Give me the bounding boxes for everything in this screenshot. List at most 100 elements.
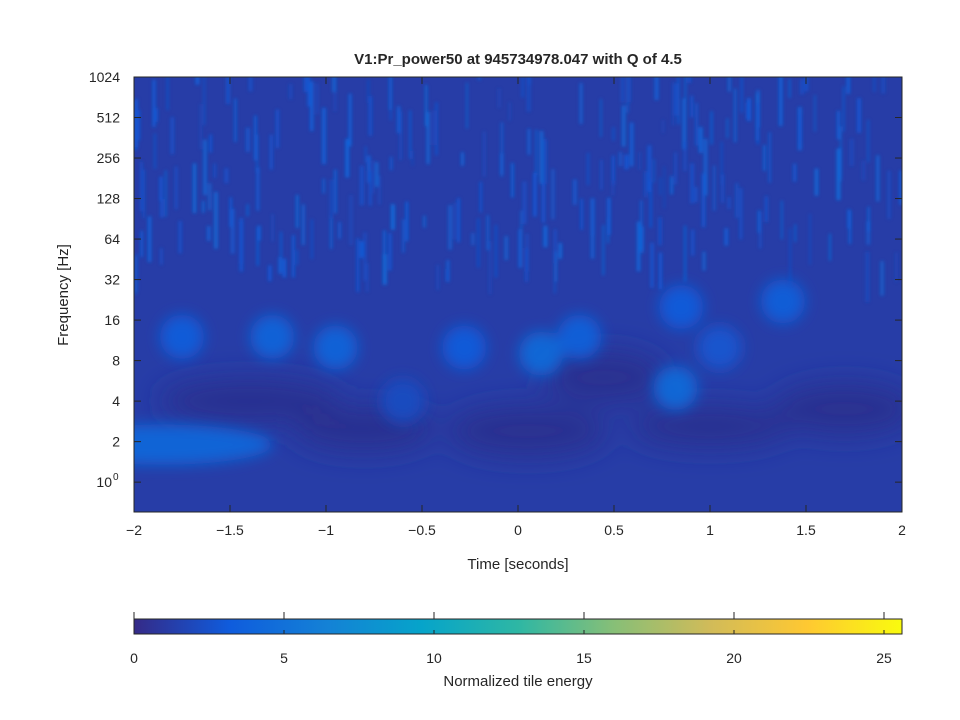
x-tick-label: 1.5 (796, 522, 816, 538)
y-tick-label: 4 (112, 393, 120, 409)
energy-streak (489, 241, 492, 295)
energy-streak (865, 251, 870, 303)
energy-streak (445, 269, 449, 282)
low-energy-regions (159, 351, 902, 456)
energy-streak (374, 162, 379, 187)
energy-streak (873, 77, 876, 92)
colorbar-tick-label: 25 (876, 650, 892, 666)
y-tick-label: 10 (96, 474, 112, 490)
energy-streak (726, 118, 729, 139)
y-axis-label: Frequency [Hz] (55, 244, 72, 346)
energy-streak (611, 180, 614, 196)
energy-streak (710, 111, 713, 145)
energy-streak (255, 134, 259, 173)
energy-streak (234, 98, 237, 143)
energy-blob (442, 325, 487, 370)
y-tick-label: 64 (104, 231, 120, 247)
energy-streak (876, 155, 880, 202)
energy-streak (498, 88, 501, 108)
energy-streak (288, 84, 293, 100)
energy-streak (799, 114, 802, 144)
energy-streak (849, 138, 854, 167)
energy-streak (768, 132, 771, 183)
energy-streak (213, 163, 216, 178)
y-tick-label: 1024 (89, 69, 120, 85)
energy-streak (756, 103, 760, 145)
energy-streak (703, 138, 708, 196)
energy-streak (629, 122, 634, 167)
y-tick-label: 8 (112, 353, 120, 369)
energy-streak (178, 220, 182, 254)
energy-streak (494, 224, 498, 278)
energy-streak (160, 198, 164, 218)
energy-streak (713, 165, 716, 211)
energy-streak (483, 131, 486, 177)
colorbar-tick-label: 5 (280, 650, 288, 666)
energy-streak (814, 94, 816, 132)
energy-streak (359, 241, 364, 258)
energy-blob (519, 331, 564, 376)
energy-streak (735, 183, 739, 218)
energy-blob (160, 314, 204, 359)
energy-streak (839, 147, 842, 178)
energy-streak (720, 141, 723, 185)
energy-streak (390, 204, 395, 230)
energy-streak (701, 173, 706, 228)
energy-streak (383, 230, 386, 258)
energy-streak (134, 256, 137, 295)
colorbar-tick-label: 0 (130, 650, 138, 666)
energy-streak (203, 139, 207, 196)
energy-streak (525, 248, 528, 282)
energy-streak (684, 77, 687, 102)
energy-streak (254, 115, 257, 161)
energy-streak (607, 197, 611, 235)
energy-streak (477, 218, 480, 268)
energy-streak (763, 145, 766, 171)
energy-streak (382, 254, 387, 285)
energy-streak (526, 77, 531, 112)
energy-streak (334, 169, 337, 214)
high-frequency-streaks (134, 77, 902, 303)
energy-streak (539, 130, 544, 184)
low-energy-basin (774, 383, 902, 434)
energy-streak (192, 163, 197, 214)
energy-streak (332, 77, 336, 93)
energy-streak (461, 152, 464, 166)
energy-streak (662, 119, 664, 134)
energy-streak (411, 150, 414, 166)
energy-streak (867, 206, 870, 232)
energy-streak (522, 181, 527, 225)
energy-streak (423, 215, 426, 228)
energy-streak (134, 100, 137, 151)
energy-streak (724, 228, 729, 246)
energy-streak (268, 265, 272, 282)
energy-streak (650, 242, 654, 288)
energy-streak (867, 119, 870, 163)
energy-streak (307, 77, 311, 107)
heatmap-layer (134, 77, 902, 512)
energy-streak (739, 187, 743, 240)
energy-blob (313, 325, 358, 370)
energy-streak (684, 225, 687, 282)
energy-streak (248, 77, 253, 92)
energy-streak (683, 140, 687, 171)
energy-streak (209, 134, 212, 153)
energy-streak (857, 98, 861, 133)
low-energy-basin (630, 406, 790, 447)
energy-streak (152, 79, 156, 128)
energy-streak (543, 225, 548, 248)
energy-streak (558, 242, 562, 259)
energy-streak (356, 238, 360, 293)
energy-streak (800, 79, 805, 95)
energy-streak (600, 159, 603, 190)
energy-streak (224, 168, 229, 184)
energy-streak (200, 103, 202, 150)
energy-streak (269, 134, 273, 170)
energy-streak (794, 224, 797, 243)
energy-streak (895, 252, 898, 282)
energy-streak (778, 77, 783, 127)
energy-streak (621, 105, 626, 147)
energy-streak (372, 160, 375, 194)
energy-streak (698, 126, 703, 153)
energy-streak (388, 232, 392, 271)
